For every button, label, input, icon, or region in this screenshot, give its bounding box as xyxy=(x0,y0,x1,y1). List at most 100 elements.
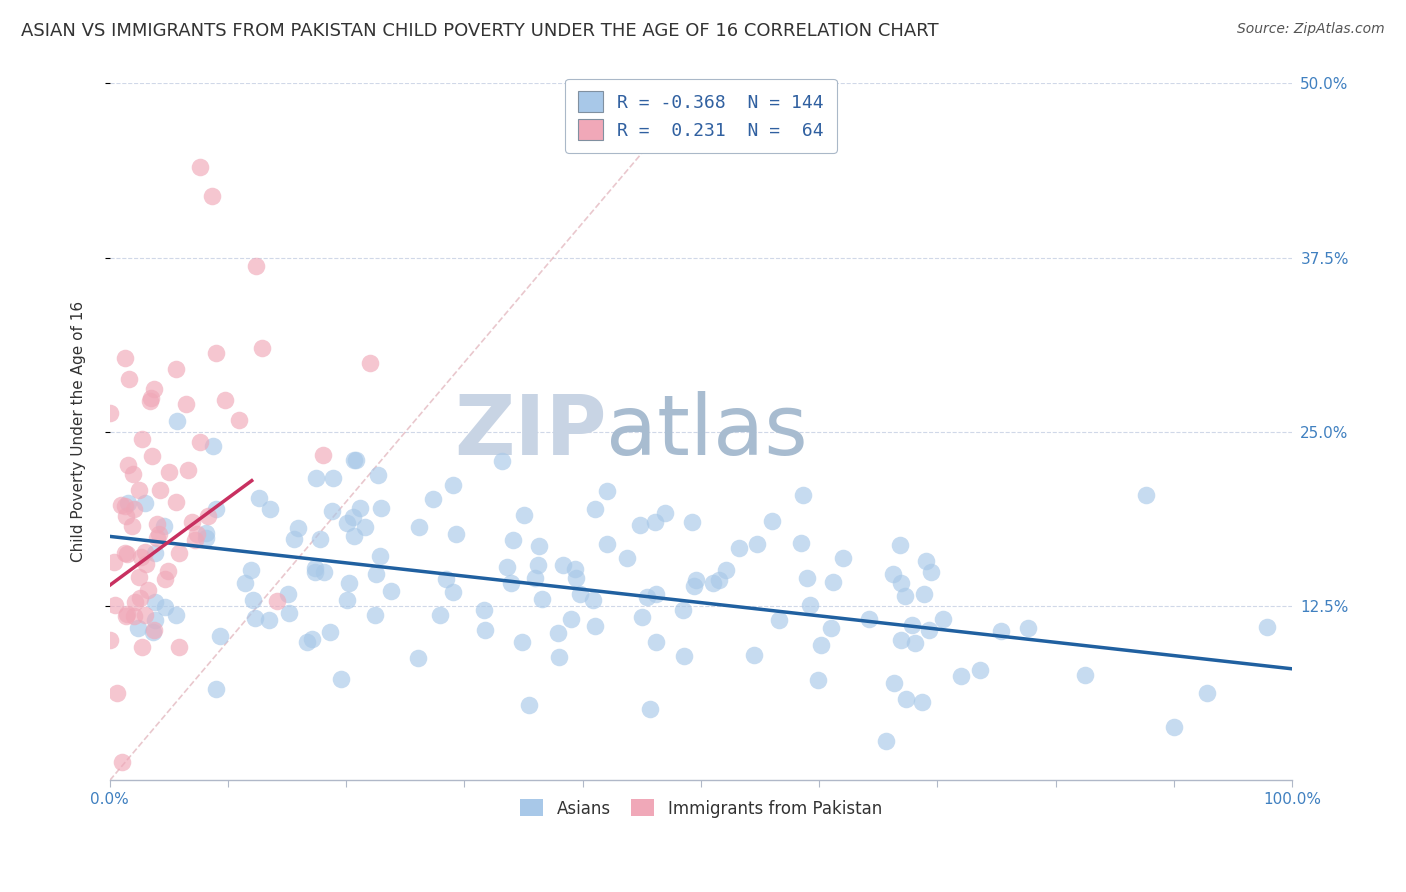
Point xyxy=(645,635,668,649)
Point xyxy=(278,606,301,620)
Point xyxy=(257,613,280,627)
Point xyxy=(496,559,519,574)
Point xyxy=(894,692,917,706)
Point xyxy=(565,571,588,585)
Point xyxy=(628,518,651,533)
Point xyxy=(367,468,389,483)
Point xyxy=(104,598,127,612)
Point xyxy=(434,572,457,586)
Point xyxy=(889,538,911,552)
Point xyxy=(124,594,146,608)
Point xyxy=(359,356,381,370)
Point xyxy=(344,453,367,467)
Point xyxy=(195,526,218,541)
Point xyxy=(209,629,232,643)
Point xyxy=(820,621,842,635)
Point xyxy=(287,521,309,535)
Point xyxy=(103,555,125,569)
Text: ZIP: ZIP xyxy=(454,392,606,473)
Point xyxy=(259,501,281,516)
Point xyxy=(295,634,318,648)
Point xyxy=(547,650,569,665)
Point xyxy=(165,362,187,376)
Point xyxy=(342,452,364,467)
Point xyxy=(1017,621,1039,635)
Point xyxy=(114,351,136,365)
Point xyxy=(145,516,167,531)
Point xyxy=(512,634,534,648)
Point xyxy=(353,520,375,534)
Point xyxy=(969,663,991,677)
Point xyxy=(330,673,353,687)
Point xyxy=(201,189,224,203)
Point xyxy=(143,595,166,609)
Point xyxy=(799,599,821,613)
Point xyxy=(134,607,156,622)
Point xyxy=(128,483,150,497)
Point xyxy=(336,516,359,531)
Point xyxy=(569,587,592,601)
Point xyxy=(167,640,190,654)
Point xyxy=(583,501,606,516)
Point xyxy=(122,502,145,516)
Point xyxy=(115,609,138,624)
Point xyxy=(949,669,972,683)
Point xyxy=(114,508,136,523)
Point xyxy=(337,576,360,591)
Point xyxy=(311,448,333,462)
Point xyxy=(143,614,166,628)
Point xyxy=(165,608,187,623)
Point xyxy=(422,491,444,506)
Point xyxy=(122,609,145,624)
Point xyxy=(118,372,141,386)
Point xyxy=(134,496,156,510)
Point xyxy=(121,467,143,481)
Point xyxy=(201,439,224,453)
Point xyxy=(745,537,768,551)
Point xyxy=(932,612,955,626)
Point xyxy=(823,574,845,589)
Point xyxy=(148,527,170,541)
Point xyxy=(135,557,157,571)
Point xyxy=(1197,686,1219,700)
Point xyxy=(245,611,267,625)
Point xyxy=(582,593,605,607)
Point xyxy=(277,587,299,601)
Point xyxy=(810,638,832,652)
Point xyxy=(499,575,522,590)
Legend: Asians, Immigrants from Pakistan: Asians, Immigrants from Pakistan xyxy=(513,793,889,824)
Point xyxy=(883,676,905,690)
Point xyxy=(792,487,814,501)
Point xyxy=(672,602,695,616)
Point xyxy=(806,673,828,687)
Point xyxy=(319,624,342,639)
Point xyxy=(245,259,267,273)
Point xyxy=(146,532,169,546)
Point xyxy=(682,579,704,593)
Point xyxy=(342,510,364,524)
Point xyxy=(174,397,197,411)
Point xyxy=(547,626,569,640)
Point xyxy=(266,594,288,608)
Text: atlas: atlas xyxy=(606,392,808,473)
Point xyxy=(105,686,128,700)
Point xyxy=(155,573,177,587)
Point xyxy=(636,591,658,605)
Point xyxy=(858,612,880,626)
Point xyxy=(250,341,273,355)
Point xyxy=(380,584,402,599)
Point xyxy=(631,610,654,624)
Point xyxy=(205,682,228,697)
Point xyxy=(305,471,328,485)
Point xyxy=(368,549,391,563)
Point xyxy=(283,532,305,546)
Point xyxy=(681,515,703,529)
Point xyxy=(553,558,575,572)
Point xyxy=(894,589,917,603)
Point xyxy=(638,701,661,715)
Point xyxy=(155,599,177,614)
Point xyxy=(166,414,188,428)
Point xyxy=(321,504,343,518)
Point xyxy=(918,623,941,637)
Point xyxy=(177,463,200,477)
